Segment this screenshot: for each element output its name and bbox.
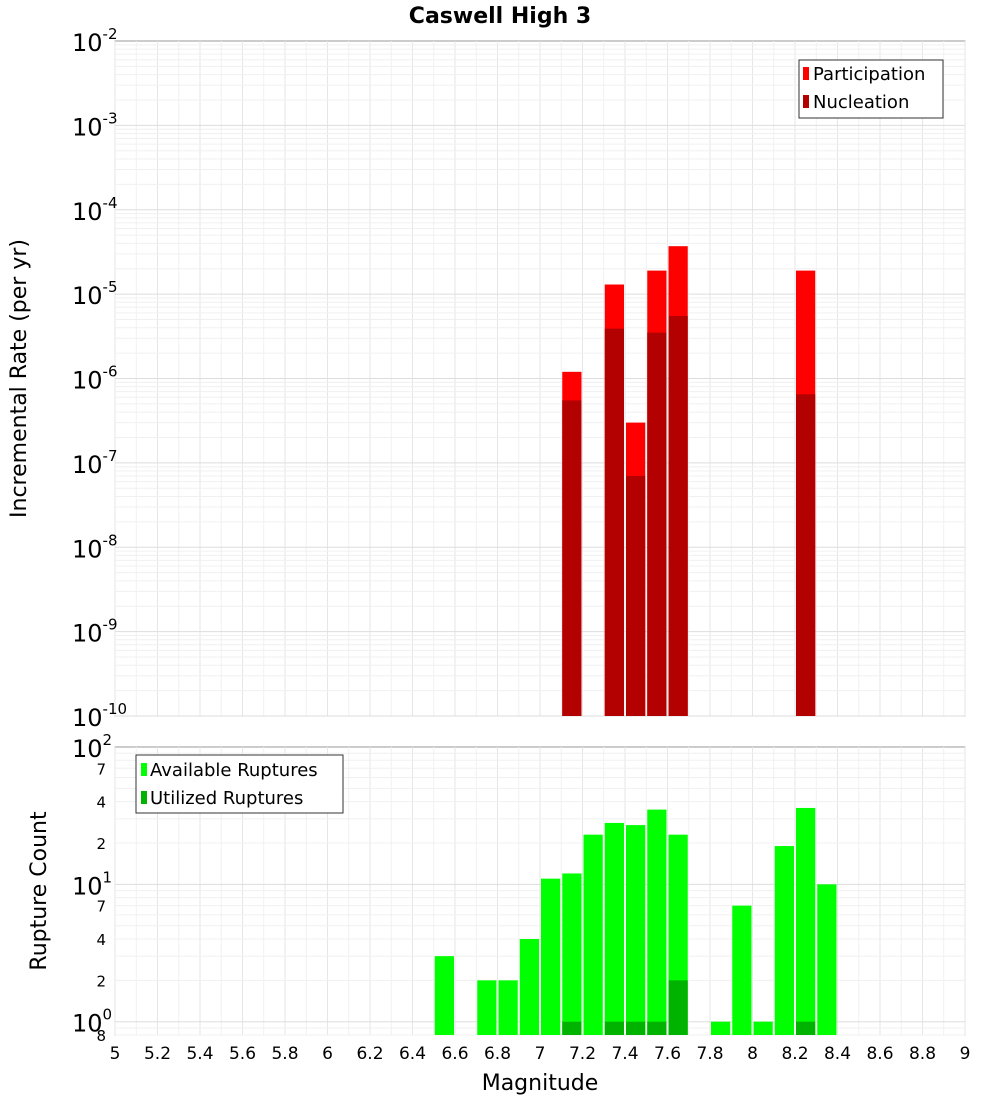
x-tick-label: 8 (747, 1044, 758, 1064)
bar-utilized-ruptures-8.25 (796, 1021, 816, 1035)
bottom-gridlines (114, 747, 966, 1036)
y-tick-label: 4 (96, 794, 106, 812)
y-tick-label: 10-3 (72, 109, 118, 141)
top-legend-box (798, 59, 944, 119)
y-tick-label: 7 (96, 760, 106, 778)
y-tick-label: 10-2 (72, 25, 118, 57)
chart-title: Caswell High 3 (409, 4, 591, 29)
top-bars (562, 246, 816, 716)
x-tick-label: 8.6 (866, 1044, 893, 1064)
bar-nucleation-7.15 (562, 400, 582, 716)
y-tick-label: 10-7 (72, 447, 118, 479)
y-tick-label: 2 (96, 972, 106, 990)
y-tick-label: 10-9 (72, 616, 118, 648)
x-tick-label: 7.6 (654, 1044, 681, 1064)
legend-swatch-available-ruptures (141, 763, 147, 776)
bar-available-ruptures-7.85 (711, 1021, 731, 1035)
x-tick-label: 6 (322, 1044, 333, 1064)
x-tick-label: 8.8 (909, 1044, 936, 1064)
bar-available-ruptures-6.55 (434, 956, 454, 1035)
x-tick-label: 5.6 (229, 1044, 256, 1064)
y-tick-label: 102 (72, 731, 112, 763)
y-tick-label: 10-5 (72, 278, 118, 310)
bar-utilized-ruptures-7.45 (626, 1021, 646, 1035)
legend-label-available-ruptures: Available Ruptures (150, 760, 318, 781)
x-tick-label: 6.6 (441, 1044, 468, 1064)
top-y-axis-label: Incremental Rate (per yr) (7, 239, 32, 518)
bottom-bars (434, 807, 837, 1035)
bar-available-ruptures-7.15 (562, 873, 582, 1035)
x-tick-label: 5.8 (271, 1044, 298, 1064)
bar-nucleation-8.25 (796, 394, 816, 716)
bar-available-ruptures-8.25 (796, 807, 816, 1035)
bar-available-ruptures-8.15 (774, 846, 794, 1035)
legend-label-utilized-ruptures: Utilized Ruptures (150, 788, 303, 809)
bar-available-ruptures-8.05 (753, 1021, 773, 1035)
bar-utilized-ruptures-7.15 (562, 1021, 582, 1035)
bottom-y-axis-label: Rupture Count (27, 811, 52, 971)
y-tick-label: 10-10 (72, 700, 127, 732)
legend-swatch-participation (803, 67, 809, 80)
bar-available-ruptures-7.45 (626, 825, 646, 1035)
y-tick-label: 4 (96, 931, 106, 949)
bar-utilized-ruptures-7.65 (668, 980, 688, 1035)
legend-swatch-utilized-ruptures (141, 791, 147, 804)
y-tick-label: 7 (96, 898, 106, 916)
x-tick-label: 5.4 (186, 1044, 213, 1064)
x-tick-label: 6.4 (399, 1044, 426, 1064)
x-tick-label: 8.4 (824, 1044, 851, 1064)
bar-nucleation-7.55 (647, 332, 667, 716)
bar-available-ruptures-7.55 (647, 809, 667, 1035)
bar-available-ruptures-6.85 (498, 980, 518, 1035)
bottom-legend: Available Ruptures Utilized Ruptures (135, 754, 344, 814)
x-tick-label: 7.4 (611, 1044, 638, 1064)
y-tick-label: 101 (72, 868, 112, 900)
bar-available-ruptures-7.35 (604, 822, 624, 1035)
top-legend: Participation Nucleation (798, 59, 944, 119)
bar-nucleation-7.35 (604, 328, 624, 716)
legend-swatch-nucleation (803, 95, 809, 108)
x-tick-label: 6.8 (484, 1044, 511, 1064)
bottom-legend-box (135, 754, 344, 814)
x-tick-label: 5.2 (144, 1044, 171, 1064)
x-tick-label: 8.2 (781, 1044, 808, 1064)
top-gridlines (114, 41, 966, 717)
bar-nucleation-7.45 (626, 475, 646, 716)
bar-available-ruptures-7.05 (541, 878, 561, 1035)
y-tick-label: 100 (72, 1006, 112, 1038)
bar-nucleation-7.65 (668, 316, 688, 716)
y-tick-label: 10-6 (72, 363, 118, 395)
bar-available-ruptures-7.25 (583, 834, 603, 1035)
top-chart-panel: 10-2 10-3 10-4 10-5 10-6 10-7 10-8 10-9 10-10 (72, 25, 966, 732)
y-tick-label: 10-4 (72, 194, 118, 226)
y-tick-label: 8 (96, 1027, 106, 1045)
bar-available-ruptures-8.35 (817, 884, 837, 1035)
x-tick-label: 7.2 (569, 1044, 596, 1064)
bar-available-ruptures-6.95 (519, 939, 539, 1035)
bar-available-ruptures-7.95 (732, 905, 752, 1035)
y-tick-label: 2 (96, 835, 106, 853)
bar-utilized-ruptures-7.35 (604, 1021, 624, 1035)
bar-utilized-ruptures-7.55 (647, 1021, 667, 1035)
top-y-tick-labels: 10-2 10-3 10-4 10-5 10-6 10-7 10-8 10-9 10-10 (72, 25, 127, 732)
x-axis-label: Magnitude (482, 1071, 599, 1096)
bar-available-ruptures-6.75 (477, 980, 497, 1035)
y-tick-label: 10-8 (72, 531, 118, 563)
x-tick-labels: 5 5.2 5.4 5.6 5.8 6 6.2 6.4 6.6 6.8 7 7.2 7.4 7.6 7.8 8… (110, 1044, 971, 1064)
x-tick-label: 6.2 (356, 1044, 383, 1064)
x-tick-label: 5 (110, 1044, 121, 1064)
legend-label-nucleation: Nucleation (813, 92, 909, 113)
legend-label-participation: Participation (813, 64, 925, 85)
x-tick-label: 7.8 (696, 1044, 723, 1064)
x-tick-label: 7 (535, 1044, 546, 1064)
x-tick-label: 9 (960, 1044, 971, 1064)
